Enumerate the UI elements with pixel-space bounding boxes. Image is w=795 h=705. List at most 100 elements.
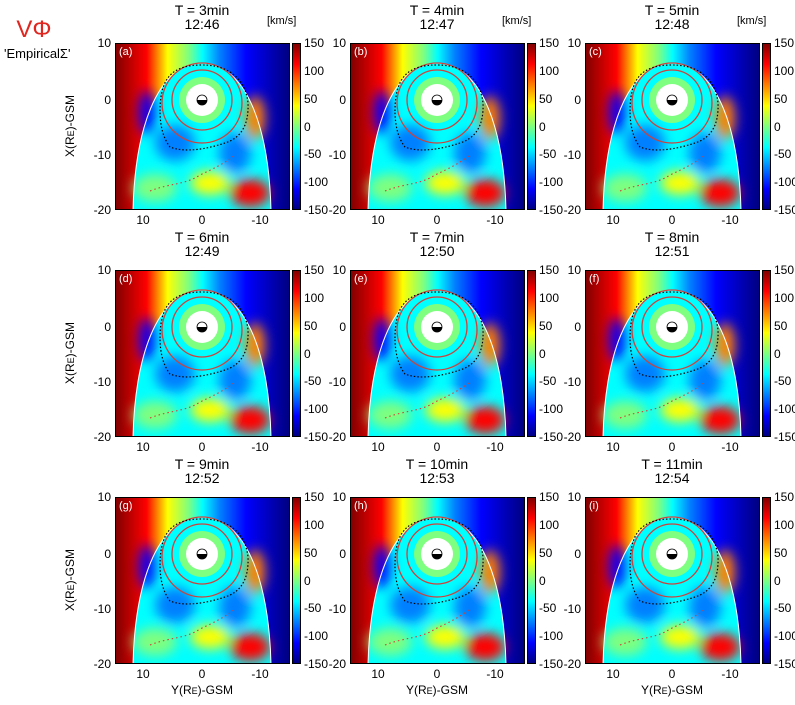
colorbar-tick-label: 50 [774, 318, 788, 333]
colorbar [527, 43, 536, 210]
colorbar-tick-label: -150 [304, 657, 329, 671]
colorbar-tick-label: 50 [304, 91, 318, 106]
y-tick-label: 0 [104, 93, 111, 107]
red-contour-inner [171, 296, 233, 358]
x-tick-label: 0 [668, 667, 676, 681]
panel-letter: (e) [354, 273, 367, 285]
y-tick-label: 10 [332, 36, 346, 50]
magnetosphere-region [132, 62, 272, 210]
red-contour-outer [161, 62, 243, 144]
panel-title: T = 3min 12:46 [122, 3, 282, 31]
colorbar [762, 43, 771, 210]
colorbar-tick-label: 100 [304, 290, 325, 305]
colorbar-tick-label: 100 [774, 517, 795, 532]
panel-clock-time: 12:47 [419, 16, 455, 32]
y-tick-label: -20 [93, 657, 111, 671]
colorbar-tick-label: -50 [539, 601, 557, 616]
panel-clock-time: 12:52 [184, 470, 220, 486]
tail-dotted-contour [384, 608, 471, 646]
y-tick-label: 10 [567, 263, 581, 277]
model-label: 'EmpiricalΣ' [4, 46, 71, 61]
colorbar-tick-label: 50 [539, 318, 553, 333]
colorbar-tick-label: 50 [539, 91, 553, 106]
colorbar-tick-label: -100 [539, 402, 564, 417]
panel-title: T = 5min 12:48 [592, 3, 752, 31]
earth-symbol [196, 548, 208, 560]
tail-dotted-contour [619, 381, 706, 419]
y-tick-label: -20 [328, 430, 346, 444]
tail-dotted-contour [149, 608, 236, 646]
colorbar-tick-label: 100 [774, 290, 795, 305]
y-tick-label: -20 [328, 657, 346, 671]
tail-dotted-contour [149, 381, 236, 419]
x-tick-label: 10 [606, 213, 620, 227]
colorbar [292, 497, 301, 664]
colorbar-tick-label: 150 [539, 490, 560, 504]
y-tick-label: 10 [97, 263, 111, 277]
panel-letter: (g) [119, 500, 132, 512]
colorbar-tick-label: 0 [539, 573, 546, 588]
earth-symbol [431, 94, 443, 106]
magnetosphere-region [132, 289, 272, 437]
y-tick-label: 0 [104, 547, 111, 561]
y-tick-label: -10 [328, 148, 346, 162]
y-tick-label: 0 [339, 320, 346, 334]
colorbar-tick-label: -50 [304, 374, 322, 389]
x-tick-label: 10 [606, 667, 620, 681]
colorbar-tick-label: -100 [539, 175, 564, 190]
panel-letter: (i) [589, 500, 599, 512]
y-tick-label: -10 [93, 602, 111, 616]
x-tick-label: 0 [433, 213, 441, 227]
y-tick-label: 0 [574, 320, 581, 334]
colorbar-tick-label: -100 [304, 402, 329, 417]
panel-clock-time: 12:49 [184, 243, 220, 259]
panel-title: T = 10min 12:53 [357, 457, 517, 485]
y-tick-label: 10 [332, 490, 346, 504]
colorbar-tick-label: -100 [304, 175, 329, 190]
panel-letter: (a) [119, 46, 132, 58]
y-tick-label: 10 [332, 263, 346, 277]
y-tick-label: 0 [104, 320, 111, 334]
red-contour-outer [396, 516, 478, 598]
colorbar-tick-label: -150 [774, 657, 795, 671]
unit-label: [km/s] [737, 15, 767, 27]
x-tick-label: -10 [251, 440, 269, 454]
panel-time-offset: T = 5min [644, 2, 700, 18]
colorbar-tick-label: -150 [304, 430, 329, 444]
red-contour-outer [631, 289, 713, 371]
earth-symbol [196, 94, 208, 106]
colorbar-tick-label: 100 [539, 517, 560, 532]
colorbar-tick-label: -50 [539, 374, 557, 389]
x-tick-label: -10 [251, 667, 269, 681]
colorbar-tick-label: 150 [539, 36, 560, 50]
colorbar-tick-label: 150 [304, 490, 325, 504]
colorbar-tick-label: -50 [774, 374, 792, 389]
tail-dotted-contour [619, 608, 706, 646]
velocity-map-panel: (h) [350, 497, 525, 664]
tail-dotted-contour [384, 381, 471, 419]
panel-time-offset: T = 11min [641, 456, 703, 472]
x-tick-label: -10 [721, 440, 739, 454]
x-tick-label: 0 [198, 440, 206, 454]
figure-quantity-label: VΦ 'EmpiricalΣ' [4, 18, 71, 62]
panel-title: T = 9min 12:52 [122, 457, 282, 485]
colorbar-tick-label: 150 [774, 36, 795, 50]
red-contour-inner [406, 523, 468, 585]
panel-clock-time: 12:51 [654, 243, 690, 259]
black-dotted-contour [394, 291, 484, 378]
y-tick-label: -20 [563, 430, 581, 444]
magnetosphere-region [602, 289, 742, 437]
x-tick-label: -10 [721, 213, 739, 227]
x-tick-label: 10 [371, 440, 385, 454]
black-dotted-contour [629, 291, 719, 378]
velocity-map-panel: (i) [585, 497, 760, 664]
colorbar-tick-label: -100 [774, 629, 795, 644]
tail-dotted-contour [619, 154, 706, 192]
y-tick-label: 10 [567, 36, 581, 50]
x-tick-label: 10 [371, 213, 385, 227]
panel-letter: (f) [589, 273, 599, 285]
panel-title: T = 4min 12:47 [357, 3, 517, 31]
black-dotted-contour [629, 64, 719, 151]
colorbar-tick-label: -150 [539, 203, 564, 217]
magnetosphere-region [367, 516, 507, 664]
